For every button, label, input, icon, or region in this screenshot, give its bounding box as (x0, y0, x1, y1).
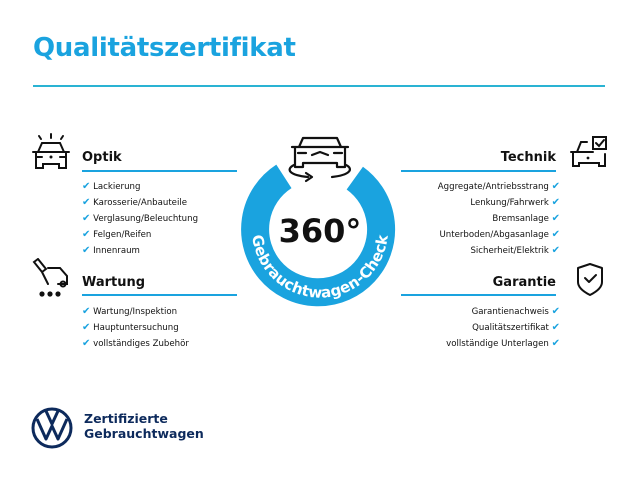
check-icon: ✔ (82, 338, 91, 349)
list-item: Qualitätszertifikat ✔ (360, 320, 560, 336)
car-checkbox-icon (570, 136, 607, 167)
check-icon: ✔ (551, 322, 560, 333)
section-divider (401, 170, 556, 172)
list-item: Lenkung/Fahrwerk ✔ (360, 195, 560, 211)
section-heading-technik: Technik (500, 150, 556, 165)
item-label: Karosserie/Anbauteile (93, 198, 188, 208)
check-icon: ✔ (82, 213, 91, 224)
check-icon: ✔ (82, 322, 91, 333)
list-item: ✔ Felgen/Reifen (82, 227, 198, 243)
list-item: Bremsanlage ✔ (360, 211, 560, 227)
check-icon: ✔ (82, 197, 91, 208)
item-label: Verglasung/Beleuchtung (93, 214, 199, 224)
item-label: Unterboden/Abgasanlage (439, 230, 549, 240)
brand-line-1: Zertifizierte (84, 411, 168, 426)
item-label: Wartung/Inspektion (93, 307, 178, 317)
check-360-badge: 360° Gebrauchtwagen-Check (241, 136, 396, 307)
list-item: ✔ Karosserie/Anbauteile (82, 195, 198, 211)
section-heading-garantie: Garantie (492, 275, 556, 290)
item-label: Felgen/Reifen (93, 230, 152, 240)
ring-arc (241, 164, 396, 307)
check-icon: ✔ (82, 306, 91, 317)
brand-text: Zertifizierte Gebrauchtwagen (84, 411, 204, 441)
wartung-list: ✔ Wartung/Inspektion ✔ Hauptuntersuchung… (82, 304, 189, 352)
page-title: Qualitätszertifikat (33, 33, 296, 63)
check-icon: ✔ (551, 213, 560, 224)
check-icon: ✔ (82, 229, 91, 240)
brand-line-2: Gebrauchtwagen (84, 426, 204, 441)
list-item: vollständige Unterlagen ✔ (360, 336, 560, 352)
maintenance-car-icon (32, 258, 68, 297)
car-lights-icon (32, 133, 70, 169)
item-label: vollständiges Zubehör (93, 339, 189, 349)
item-label: Aggregate/Antriebsstrang (437, 182, 549, 192)
list-item: ✔ Hauptuntersuchung (82, 320, 189, 336)
list-item: ✔ Innenraum (82, 243, 198, 259)
list-item: Sicherheit/Elektrik ✔ (360, 243, 560, 259)
check-icon: ✔ (551, 306, 560, 317)
check-icon: ✔ (551, 338, 560, 349)
garantie-list: Garantienachweis ✔ Qualitätszertifikat ✔… (360, 304, 560, 352)
vw-logo (31, 407, 73, 449)
title-divider (33, 85, 605, 87)
item-label: Garantienachweis (471, 307, 549, 317)
item-label: Sicherheit/Elektrik (470, 246, 549, 256)
check-icon: ✔ (551, 245, 560, 256)
item-label: Hauptuntersuchung (93, 323, 179, 333)
check-icon: ✔ (82, 181, 91, 192)
section-divider (82, 170, 237, 172)
item-label: Innenraum (93, 246, 140, 256)
section-heading-optik: Optik (82, 150, 122, 165)
section-divider (82, 294, 237, 296)
check-icon: ✔ (551, 197, 560, 208)
item-label: vollständige Unterlagen (446, 339, 549, 349)
car-rotate-icon (288, 136, 351, 183)
list-item: ✔ Lackierung (82, 179, 198, 195)
list-item: ✔ Verglasung/Beleuchtung (82, 211, 198, 227)
section-divider (401, 294, 556, 296)
item-label: Lackierung (93, 182, 141, 192)
item-label: Qualitätszertifikat (472, 323, 549, 333)
check-icon: ✔ (551, 229, 560, 240)
check-icon: ✔ (551, 181, 560, 192)
shield-check-icon (577, 263, 603, 296)
degrees-label: 360° (279, 212, 362, 250)
item-label: Lenkung/Fahrwerk (470, 198, 549, 208)
list-item: Unterboden/Abgasanlage ✔ (360, 227, 561, 243)
technik-list: Aggregate/Antriebsstrang ✔ Lenkung/Fahrw… (360, 179, 560, 259)
list-item: ✔ vollständiges Zubehör (82, 336, 189, 352)
optik-list: ✔ Lackierung ✔ Karosserie/Anbauteile ✔ V… (82, 179, 198, 259)
item-label: Bremsanlage (492, 214, 549, 224)
list-item: Garantienachweis ✔ (360, 304, 560, 320)
check-icon: ✔ (82, 245, 91, 256)
list-item: ✔ Wartung/Inspektion (82, 304, 189, 320)
section-heading-wartung: Wartung (82, 275, 146, 290)
list-item: Aggregate/Antriebsstrang ✔ (360, 179, 560, 195)
